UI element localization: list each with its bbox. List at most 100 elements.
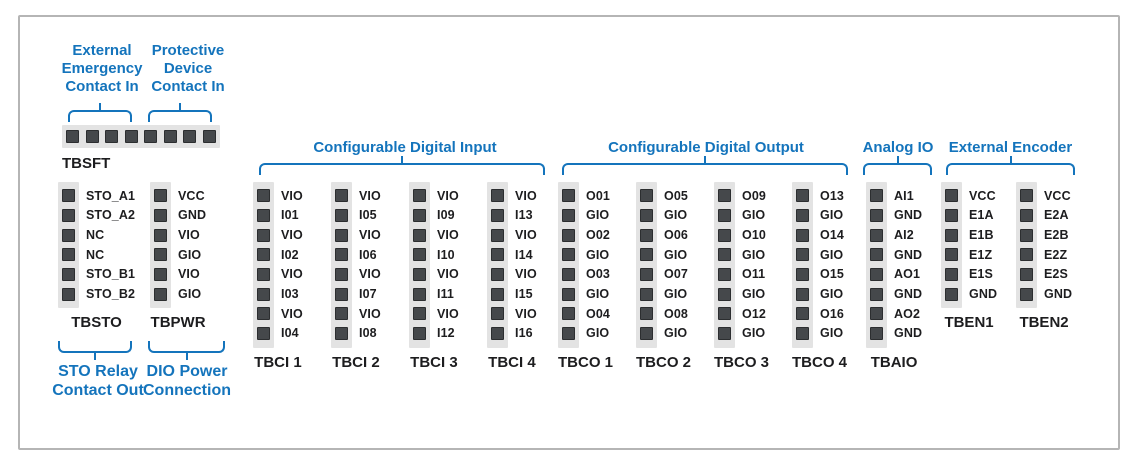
pin-label: GIO bbox=[742, 247, 766, 262]
pin-row: O06 bbox=[636, 225, 691, 245]
brace-bar bbox=[863, 163, 932, 175]
brace-bar bbox=[259, 163, 545, 175]
pin-square-icon bbox=[154, 228, 167, 242]
pin-square-icon bbox=[870, 228, 883, 242]
pin-label: AO2 bbox=[894, 306, 921, 321]
pin-label: GIO bbox=[664, 287, 688, 302]
pin-square-icon bbox=[562, 307, 575, 321]
pin-strip: AI1 GND AI2 GND AO1 GND AO2 GND bbox=[866, 182, 922, 348]
brace-dio-power bbox=[148, 341, 225, 360]
pin-label: VIO bbox=[515, 306, 537, 321]
pin-row: VIO bbox=[409, 304, 459, 324]
pin-square-icon bbox=[945, 189, 958, 203]
pin-row: GIO bbox=[714, 245, 769, 265]
pin-strip bbox=[62, 125, 220, 148]
pin-label: VIO bbox=[281, 227, 303, 242]
pin-square-icon bbox=[870, 209, 883, 223]
terminal-tbsto: STO_A1 STO_A2 NC NC bbox=[58, 182, 135, 331]
terminal-name: TBCO 2 bbox=[636, 353, 692, 371]
pin-label: VIO bbox=[359, 267, 381, 282]
pin-row: E1S bbox=[941, 265, 997, 285]
pin-square-icon bbox=[144, 130, 157, 143]
pin-square-icon bbox=[491, 209, 504, 223]
pin-label: I11 bbox=[437, 287, 454, 302]
terminal-tbco1: O01 GIO O02 GIO O03 GIO O04 GIO TBCO 1 bbox=[558, 182, 613, 371]
pin-strip: VIO I05 VIO I06 VIO I07 VIO I08 bbox=[331, 182, 381, 348]
pin-square-icon bbox=[870, 287, 883, 301]
pin-strip: VIO I13 VIO I14 VIO I15 VIO I16 bbox=[487, 182, 537, 348]
pin-row: O12 bbox=[714, 304, 769, 324]
pin-label: GND bbox=[178, 208, 207, 223]
pin-label: VIO bbox=[515, 188, 537, 203]
pin-row: VCC bbox=[941, 186, 997, 206]
pin-label: I13 bbox=[515, 208, 533, 223]
pin-row: VIO bbox=[331, 304, 381, 324]
pin-label: GIO bbox=[586, 326, 610, 341]
pin-label: NC bbox=[86, 247, 105, 262]
pin-square-icon bbox=[870, 307, 883, 321]
pin-square-icon bbox=[413, 228, 426, 242]
pin-square-icon bbox=[796, 287, 809, 301]
brace-tick bbox=[1009, 156, 1012, 163]
pin-square-icon bbox=[124, 130, 138, 143]
pin-label: STO_A1 bbox=[86, 188, 136, 203]
brace-bar bbox=[148, 110, 212, 122]
pin-square-icon bbox=[718, 228, 731, 242]
header-analog-io: Analog IO bbox=[862, 139, 934, 156]
pin-row: VIO bbox=[409, 186, 459, 206]
terminal-name: TBCO 4 bbox=[792, 353, 848, 371]
pin-label: AI1 bbox=[894, 188, 914, 203]
pin-square-icon bbox=[62, 209, 75, 223]
pin-square-icon bbox=[945, 268, 958, 282]
pin-square-icon bbox=[796, 189, 809, 203]
pin-label: I16 bbox=[515, 326, 533, 341]
pin-label: NC bbox=[86, 227, 105, 242]
pin-label: I08 bbox=[359, 326, 377, 341]
pin-row: VIO bbox=[331, 186, 381, 206]
pin-row: GND bbox=[1016, 284, 1072, 304]
pin-label: O08 bbox=[664, 306, 688, 321]
terminal-tbci2: VIO I05 VIO I06 VIO I07 VIO I08 TBCI 2 bbox=[331, 182, 381, 371]
pin-label: O06 bbox=[664, 227, 688, 242]
terminal-tbsft: TBSFT bbox=[62, 125, 220, 172]
terminal-tbpwr: VCC GND VIO GIO bbox=[150, 182, 206, 331]
pin-label: I07 bbox=[359, 287, 377, 302]
pin-row: GND bbox=[150, 206, 206, 226]
pin-row: GIO bbox=[636, 206, 691, 226]
caption-line: STO Relay bbox=[58, 363, 138, 380]
terminal-name: TBPWR bbox=[150, 314, 206, 332]
brace-bar bbox=[58, 341, 132, 353]
pin-row: O16 bbox=[792, 304, 847, 324]
pin-label: O11 bbox=[742, 267, 766, 282]
pin-row: AI2 bbox=[866, 225, 922, 245]
pin-square-icon bbox=[491, 327, 504, 341]
pin-square-icon bbox=[870, 189, 883, 203]
pin-square-icon bbox=[640, 307, 653, 321]
pin-label: I02 bbox=[281, 247, 299, 262]
pin-row: E1B bbox=[941, 225, 997, 245]
pin-square-icon bbox=[562, 228, 575, 242]
pin-row: VIO bbox=[409, 265, 459, 285]
terminal-tbco3: O09 GIO O10 GIO O11 GIO O12 GIO TBCO 3 bbox=[714, 182, 769, 371]
header-digital-output: Configurable Digital Output bbox=[608, 139, 804, 156]
pin-strip: VIO I01 VIO I02 VIO I03 VIO I04 bbox=[253, 182, 303, 348]
caption-dio-power: DIO Power Connection bbox=[127, 362, 247, 400]
pin-square-icon bbox=[85, 130, 99, 143]
pin-label: E2S bbox=[1044, 267, 1068, 282]
pin-row: GIO bbox=[636, 284, 691, 304]
pin-row: I07 bbox=[331, 284, 381, 304]
pin-label: STO_B1 bbox=[86, 267, 136, 282]
pin-square-icon bbox=[718, 189, 731, 203]
brace-tick bbox=[185, 353, 188, 360]
pin-row: GIO bbox=[636, 324, 691, 344]
pin-label: O02 bbox=[586, 227, 610, 242]
pin-row: I16 bbox=[487, 324, 537, 344]
pin-square-icon bbox=[562, 189, 575, 203]
pin-label: STO_A2 bbox=[86, 208, 136, 223]
pin-label: VIO bbox=[281, 188, 303, 203]
pin-square-icon bbox=[718, 268, 731, 282]
pin-row: GND bbox=[866, 284, 922, 304]
pin-square-icon bbox=[1020, 189, 1033, 203]
callout-line: External bbox=[72, 42, 132, 59]
pin-label: VCC bbox=[969, 188, 996, 203]
